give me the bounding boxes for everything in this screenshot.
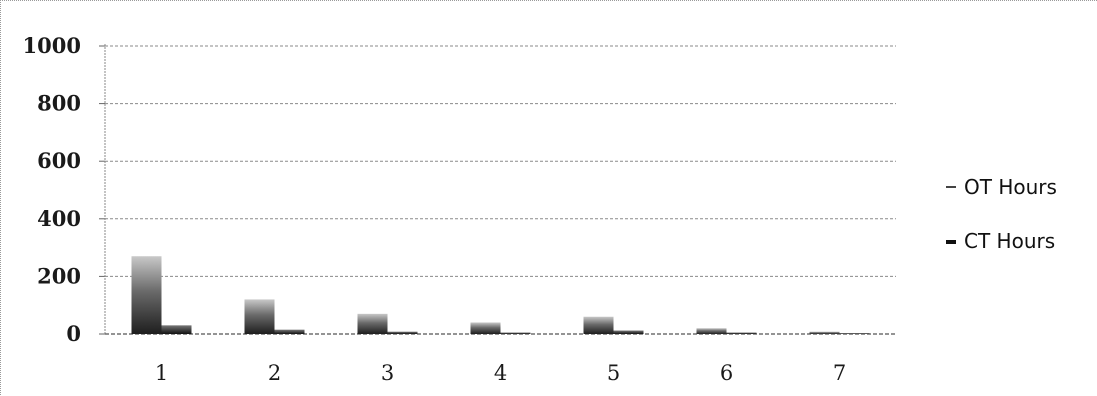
bar-ct-5 <box>613 330 644 334</box>
bar-ct-6 <box>726 332 757 334</box>
x-tick-label: 3 <box>381 361 394 385</box>
bars <box>131 256 870 334</box>
legend-marker <box>946 186 956 188</box>
bar-ot-5 <box>583 316 614 334</box>
y-tick-labels: 0 200 400 600 800 1000 <box>23 33 81 346</box>
bar-ot-2 <box>244 299 275 334</box>
axes <box>99 44 896 335</box>
x-tick-label: 5 <box>607 361 620 385</box>
y-tick-label: 1000 <box>23 33 81 58</box>
bar-ot-1 <box>131 256 162 334</box>
y-tick-label: 800 <box>37 91 81 116</box>
y-tick-label: 200 <box>37 263 81 288</box>
bar-ct-2 <box>274 329 305 334</box>
y-tick-label: 0 <box>66 321 81 346</box>
legend-marker <box>946 240 956 244</box>
bar-ot-3 <box>357 313 388 334</box>
bar-ct-7 <box>839 333 870 334</box>
bar-ct-3 <box>387 331 418 334</box>
x-tick-label: 2 <box>268 361 281 385</box>
legend: OT Hours CT Hours <box>946 175 1057 253</box>
x-tick-label: 1 <box>155 361 168 385</box>
legend-label: CT Hours <box>964 229 1055 253</box>
x-tick-label: 6 <box>720 361 733 385</box>
x-tick-labels: 1 2 3 4 5 6 7 <box>155 361 846 385</box>
x-tick-label: 4 <box>494 361 507 385</box>
bar-ot-6 <box>696 328 727 334</box>
bar-ct-1 <box>161 325 192 334</box>
legend-label: OT Hours <box>964 175 1057 199</box>
bar-ot-4 <box>470 322 501 334</box>
y-tick-label: 600 <box>37 148 81 173</box>
bar-ct-4 <box>500 332 531 334</box>
x-tick-label: 7 <box>833 361 846 385</box>
bar-ot-7 <box>809 331 840 334</box>
y-tick-label: 400 <box>37 206 81 231</box>
gridlines <box>105 45 896 277</box>
